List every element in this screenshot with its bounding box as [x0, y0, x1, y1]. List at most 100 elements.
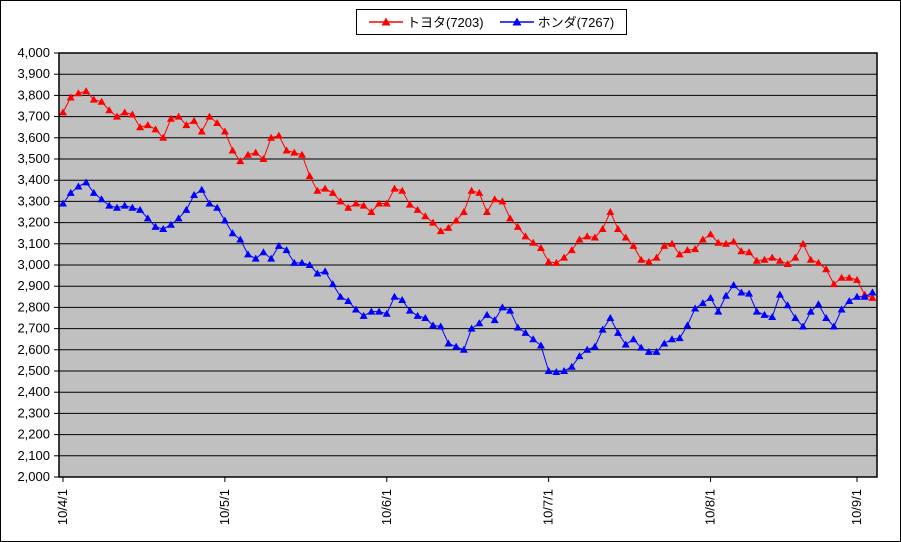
toyota-data-marker	[614, 224, 623, 232]
toyota-data-marker	[336, 197, 345, 205]
y-axis-label: 2,900	[17, 278, 50, 293]
honda-data-marker	[529, 335, 538, 343]
toyota-data-marker	[768, 253, 777, 261]
toyota-data-marker	[236, 157, 245, 165]
toyota-data-marker	[544, 257, 553, 265]
honda-data-marker	[120, 201, 129, 209]
y-axis-label: 2,400	[17, 384, 50, 399]
toyota-data-marker	[166, 114, 175, 122]
toyota-data-marker	[174, 112, 183, 120]
toyota-data-marker	[205, 112, 214, 120]
honda-data-marker	[351, 305, 360, 313]
y-axis-label: 3,100	[17, 236, 50, 251]
toyota-data-marker	[398, 186, 407, 194]
y-axis-label: 3,300	[17, 193, 50, 208]
toyota-data-marker	[583, 232, 592, 240]
y-axis-label: 3,700	[17, 109, 50, 124]
honda-data-marker	[675, 334, 684, 342]
honda-data-marker	[274, 241, 283, 249]
toyota-data-marker	[606, 208, 615, 215]
toyota-data-marker	[244, 150, 253, 158]
toyota-data-marker	[552, 258, 561, 266]
toyota-data-marker	[74, 89, 83, 97]
legend-item-honda: ホンダ(7267)	[499, 12, 615, 31]
y-axis-label: 2,100	[17, 448, 50, 463]
honda-data-marker	[74, 182, 83, 190]
honda-data-marker	[845, 297, 854, 305]
honda-data-marker	[436, 322, 445, 330]
honda-data-marker	[714, 307, 723, 315]
honda-data-marker	[197, 185, 206, 193]
honda-data-marker	[66, 188, 75, 196]
honda-data-marker	[768, 312, 777, 320]
toyota-data-marker	[82, 87, 91, 95]
toyota-data-marker	[89, 95, 98, 103]
honda-data-marker	[729, 281, 738, 289]
honda-data-marker	[683, 321, 692, 329]
honda-data-marker	[328, 280, 337, 288]
toyota-data-marker	[575, 235, 584, 243]
honda-data-marker	[166, 220, 175, 228]
x-axis-label: 10/7/1	[541, 489, 556, 525]
toyota-data-marker	[683, 246, 692, 254]
honda-data-marker	[213, 203, 222, 211]
toyota-data-marker	[521, 232, 530, 240]
honda-data-marker	[860, 292, 869, 300]
toyota-data-marker	[775, 256, 784, 264]
honda-data-marker	[344, 297, 353, 305]
honda-data-marker	[359, 311, 368, 319]
toyota-data-marker	[421, 212, 430, 220]
honda-data-marker	[421, 314, 430, 321]
honda-data-marker	[629, 335, 638, 343]
honda-data-marker	[82, 178, 91, 186]
honda-data-marker	[244, 250, 253, 258]
honda-data-marker	[182, 205, 191, 213]
x-axis-label: 10/4/1	[55, 489, 70, 525]
toyota-data-marker	[506, 214, 515, 222]
honda-data-marker	[853, 292, 861, 300]
honda-data-marker	[490, 316, 499, 324]
toyota-data-marker	[498, 197, 507, 205]
toyota-data-marker	[637, 255, 646, 263]
toyota-data-marker	[752, 256, 761, 264]
toyota-data-marker	[429, 218, 438, 226]
toyota-data-marker	[328, 188, 337, 196]
toyota-data-marker	[213, 118, 222, 126]
toyota-data-marker	[652, 253, 661, 261]
legend-label-honda: ホンダ(7267)	[537, 15, 615, 30]
toyota-data-marker	[590, 233, 599, 241]
honda-data-marker	[536, 341, 545, 349]
y-axis-label: 3,600	[17, 130, 50, 145]
honda-data-marker	[89, 188, 98, 196]
toyota-data-marker	[220, 127, 229, 135]
toyota-data-marker	[405, 200, 414, 208]
toyota-data-marker	[459, 208, 468, 215]
honda-data-marker	[313, 269, 322, 277]
honda-data-marker	[220, 216, 229, 224]
toyota-data-marker	[467, 186, 476, 194]
honda-data-marker	[706, 293, 715, 301]
toyota-data-marker	[143, 121, 152, 129]
toyota-data-marker	[452, 216, 461, 224]
honda-data-marker	[583, 345, 592, 353]
honda-data-marker	[259, 248, 268, 256]
honda-data-marker	[105, 201, 114, 209]
toyota-data-marker	[190, 116, 199, 124]
toyota-data-marker	[305, 171, 314, 179]
toyota-data-marker	[814, 258, 823, 266]
toyota-data-marker	[359, 201, 368, 209]
toyota-data-marker	[560, 253, 569, 261]
honda-data-marker	[452, 342, 461, 350]
toyota-data-marker	[105, 106, 114, 114]
honda-data-marker	[498, 303, 507, 311]
toyota-data-marker	[791, 253, 800, 261]
honda-data-marker	[660, 339, 669, 347]
toyota-series-line	[62, 90, 873, 299]
honda-data-marker	[444, 339, 453, 347]
toyota-data-marker	[436, 227, 445, 235]
toyota-data-marker	[151, 125, 160, 133]
x-axis-label: 10/9/1	[849, 489, 864, 525]
honda-data-marker	[567, 362, 576, 370]
